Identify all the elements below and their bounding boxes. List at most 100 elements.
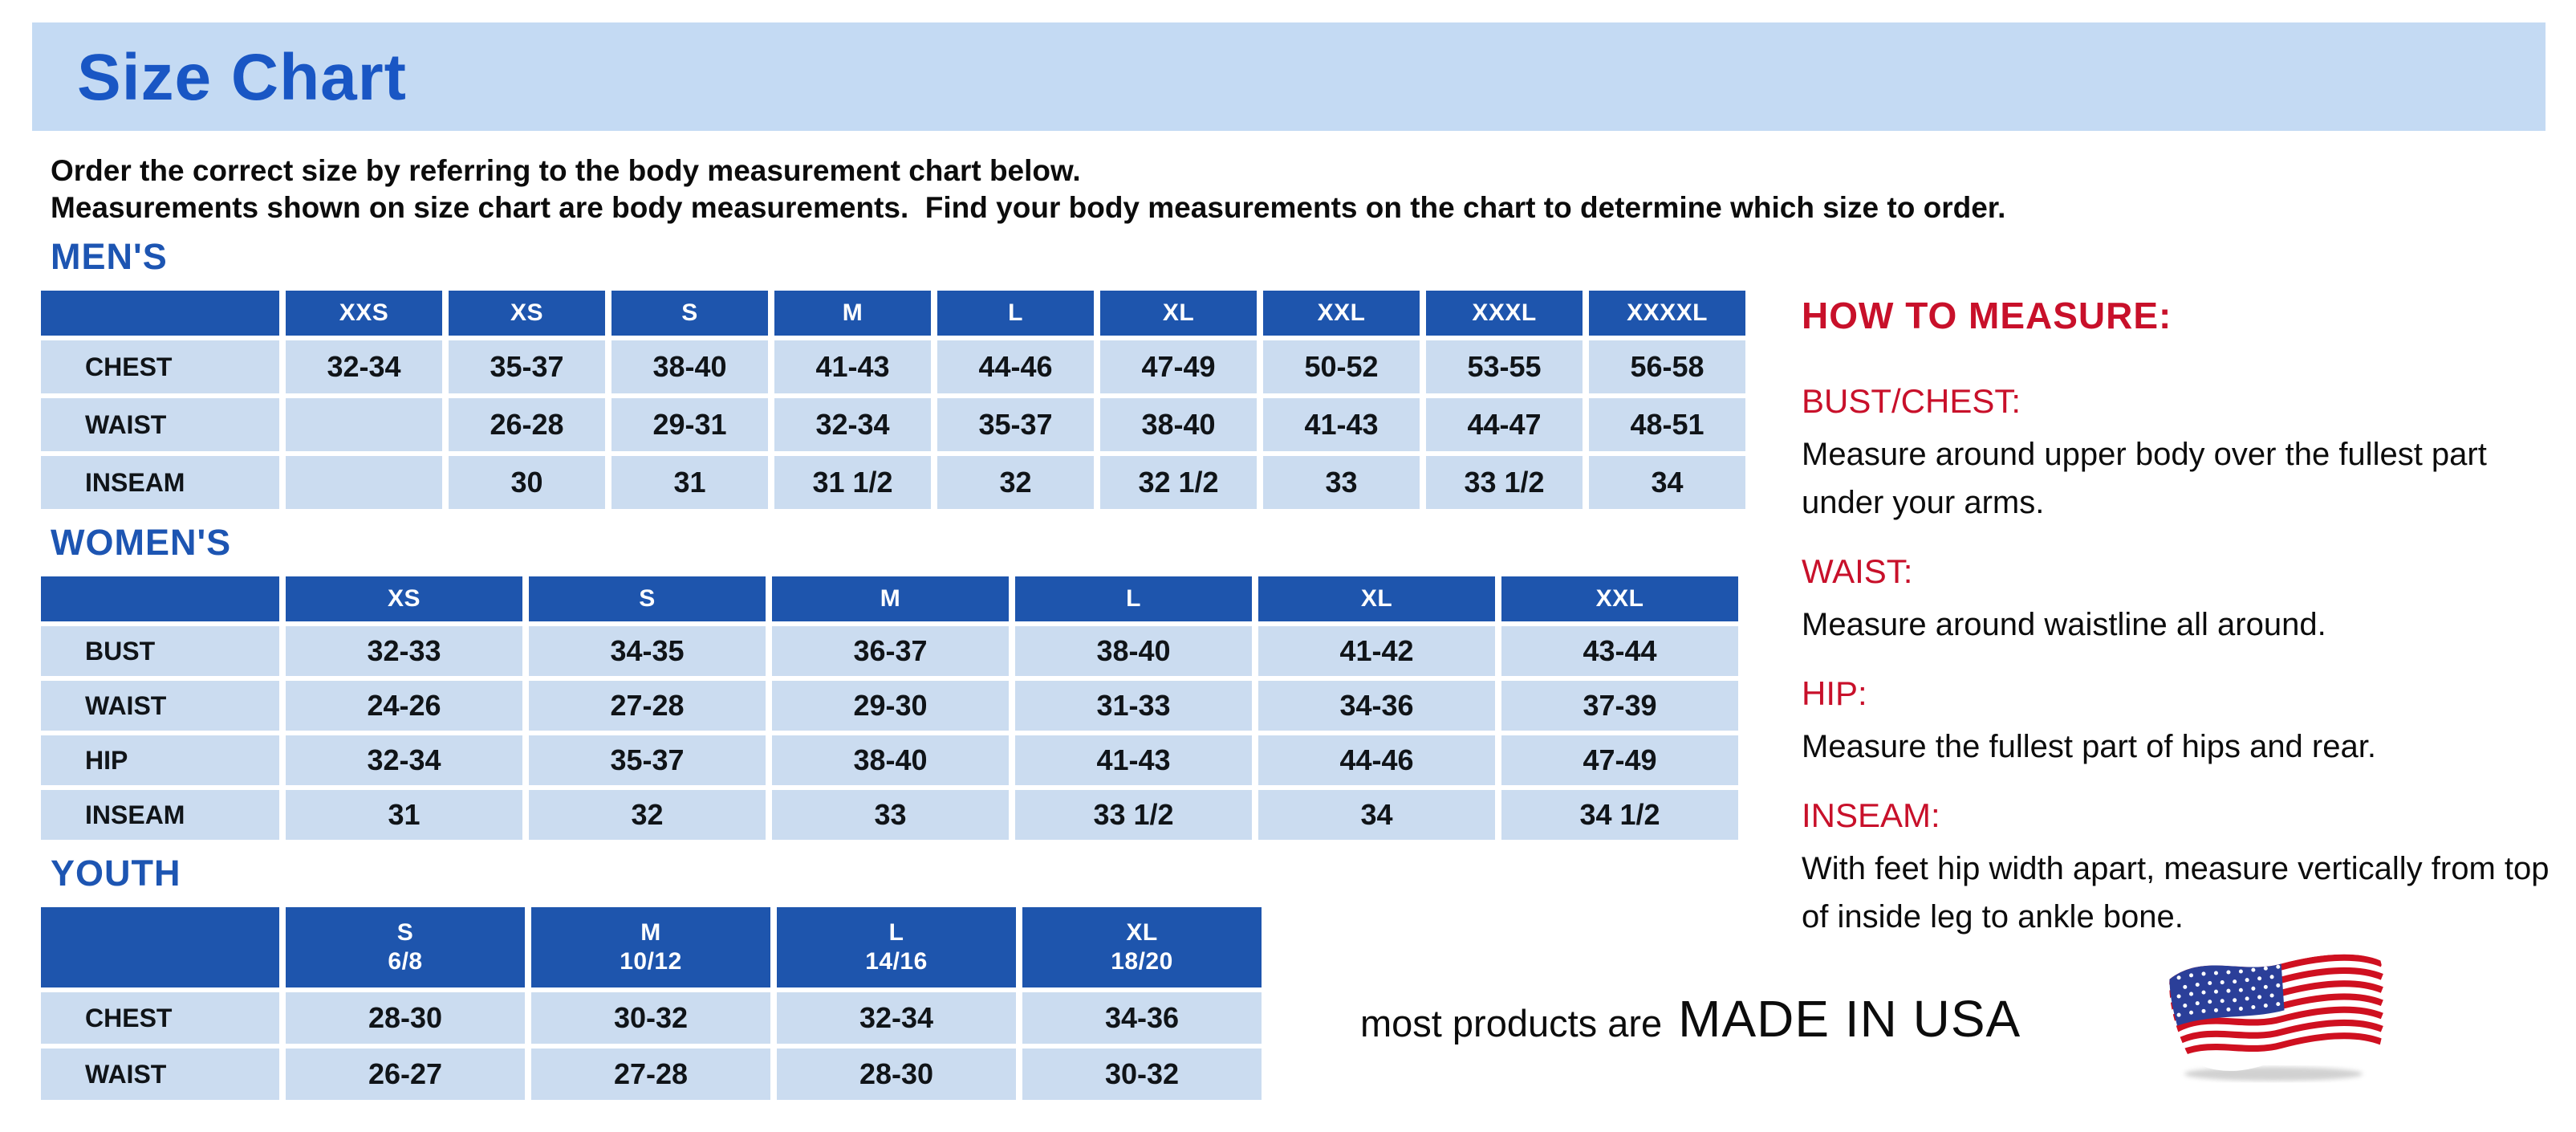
size-cell: 53-55 — [1426, 340, 1583, 393]
column-header: XXL — [1263, 291, 1420, 336]
section-heading-mens: MEN'S — [51, 236, 168, 277]
table-row: BUST 32-33 34-35 36-37 38-40 41-42 43-44 — [41, 626, 1738, 676]
size-cell: 34-35 — [529, 626, 766, 676]
mens-size-table: XXS XS S M L XL XXL XXXL XXXXL CHEST 32-34 35-37 38-… — [35, 286, 1752, 514]
row-label: CHEST — [41, 992, 279, 1044]
row-label: WAIST — [41, 681, 279, 731]
measure-text: Measure the fullest part of hips and rea… — [1802, 729, 2376, 764]
made-in-usa-text: MADE IN USA — [1678, 990, 2021, 1048]
size-cell: 47-49 — [1501, 735, 1738, 785]
column-header: XS — [449, 291, 605, 336]
intro-line-2: Measurements shown on size chart are bod… — [51, 191, 2006, 224]
size-cell: 32 — [937, 456, 1094, 509]
size-cell: 44-47 — [1426, 398, 1583, 451]
youth-size-table: S 6/8 M 10/12 L 14/16 XL 18/20 CHEST 28-30 30-… — [35, 902, 1268, 1105]
column-header: M 10/12 — [531, 907, 770, 987]
size-cell: 35-37 — [449, 340, 605, 393]
size-cell: 32 — [529, 790, 766, 840]
column-header: L — [1015, 576, 1252, 621]
footer-prefix: most products are — [1360, 1002, 1663, 1044]
table-corner-cell — [41, 576, 279, 621]
size-cell: 38-40 — [1100, 398, 1257, 451]
size-cell: 34-36 — [1258, 681, 1495, 731]
column-header: XXL — [1501, 576, 1738, 621]
size-cell: 31 1/2 — [774, 456, 931, 509]
header-row: XXS XS S M L XL XXL XXXL XXXXL — [41, 291, 1745, 336]
size-cell: 28-30 — [286, 992, 525, 1044]
size-cell: 41-42 — [1258, 626, 1495, 676]
table-corner-cell — [41, 907, 279, 987]
size-cell: 38-40 — [611, 340, 768, 393]
column-header: XXXXL — [1589, 291, 1745, 336]
header-row: S 6/8 M 10/12 L 14/16 XL 18/20 — [41, 907, 1262, 987]
table-row: WAIST 24-26 27-28 29-30 31-33 34-36 37-39 — [41, 681, 1738, 731]
how-to-measure-title: HOW TO MEASURE: — [1802, 295, 2172, 336]
section-heading-womens: WOMEN'S — [51, 522, 232, 563]
how-to-measure-panel: HOW TO MEASURE: BUST/CHEST: Measure arou… — [1802, 294, 2556, 941]
header-row: XS S M L XL XXL — [41, 576, 1738, 621]
measure-heading: HIP: — [1802, 674, 1867, 712]
section-heading-youth: YOUTH — [51, 853, 181, 894]
row-label: BUST — [41, 626, 279, 676]
size-cell: 34 — [1258, 790, 1495, 840]
size-cell: 30 — [449, 456, 605, 509]
measure-item-inseam: INSEAM: With feet hip width apart, measu… — [1802, 796, 2556, 941]
size-cell — [286, 398, 442, 451]
measure-heading: WAIST: — [1802, 552, 1913, 590]
size-cell: 47-49 — [1100, 340, 1257, 393]
size-cell: 44-46 — [1258, 735, 1495, 785]
size-cell: 24-26 — [286, 681, 522, 731]
title-banner: Size Chart — [32, 22, 2546, 131]
size-cell: 33 — [772, 790, 1009, 840]
size-cell: 38-40 — [1015, 626, 1252, 676]
row-label: CHEST — [41, 340, 279, 393]
size-cell: 32-34 — [286, 340, 442, 393]
size-cell: 32-34 — [777, 992, 1016, 1044]
size-cell: 37-39 — [1501, 681, 1738, 731]
measure-item-waist: WAIST: Measure around waistline all arou… — [1802, 552, 2556, 649]
table-row: HIP 32-34 35-37 38-40 41-43 44-46 47-49 — [41, 735, 1738, 785]
size-cell: 30-32 — [531, 992, 770, 1044]
size-cell: 38-40 — [772, 735, 1009, 785]
size-cell: 31 — [286, 790, 522, 840]
size-cell: 33 — [1263, 456, 1420, 509]
column-header: XS — [286, 576, 522, 621]
size-cell: 32-34 — [286, 735, 522, 785]
size-cell: 34 — [1589, 456, 1745, 509]
size-cell: 41-43 — [1015, 735, 1252, 785]
size-cell: 48-51 — [1589, 398, 1745, 451]
column-header: XL 18/20 — [1022, 907, 1262, 987]
size-cell: 26-27 — [286, 1049, 525, 1100]
table-row: INSEAM 31 32 33 33 1/2 34 34 1/2 — [41, 790, 1738, 840]
size-cell: 29-30 — [772, 681, 1009, 731]
intro-text: Order the correct size by referring to t… — [51, 153, 2005, 226]
column-header: M — [772, 576, 1009, 621]
size-cell: 32-34 — [774, 398, 931, 451]
row-label: WAIST — [41, 1049, 279, 1100]
column-header: L — [937, 291, 1094, 336]
size-cell: 56-58 — [1589, 340, 1745, 393]
column-header: XL — [1258, 576, 1495, 621]
column-header: XL — [1100, 291, 1257, 336]
row-label: HIP — [41, 735, 279, 785]
size-cell: 41-43 — [774, 340, 931, 393]
size-cell: 43-44 — [1501, 626, 1738, 676]
size-cell: 34 1/2 — [1501, 790, 1738, 840]
size-cell: 27-28 — [531, 1049, 770, 1100]
measure-text: With feet hip width apart, measure verti… — [1802, 851, 2550, 935]
column-header: XXS — [286, 291, 442, 336]
table-row: WAIST 26-28 29-31 32-34 35-37 38-40 41-43 44-47… — [41, 398, 1745, 451]
column-header: S — [611, 291, 768, 336]
column-header: L 14/16 — [777, 907, 1016, 987]
womens-size-table: XS S M L XL XXL BUST 32-33 34-35 36-37 38-40 41-42 4… — [35, 572, 1745, 845]
size-cell: 34-36 — [1022, 992, 1262, 1044]
row-label: WAIST — [41, 398, 279, 451]
table-row: WAIST 26-27 27-28 28-30 30-32 — [41, 1049, 1262, 1100]
page-title: Size Chart — [77, 41, 407, 114]
measure-text: Measure around upper body over the fulle… — [1802, 437, 2487, 520]
size-cell: 28-30 — [777, 1049, 1016, 1100]
us-flag-icon — [2169, 954, 2386, 1081]
size-cell: 50-52 — [1263, 340, 1420, 393]
made-in-usa-line: most products are MADE IN USA — [1360, 989, 2021, 1049]
measure-heading: BUST/CHEST: — [1802, 382, 2021, 420]
